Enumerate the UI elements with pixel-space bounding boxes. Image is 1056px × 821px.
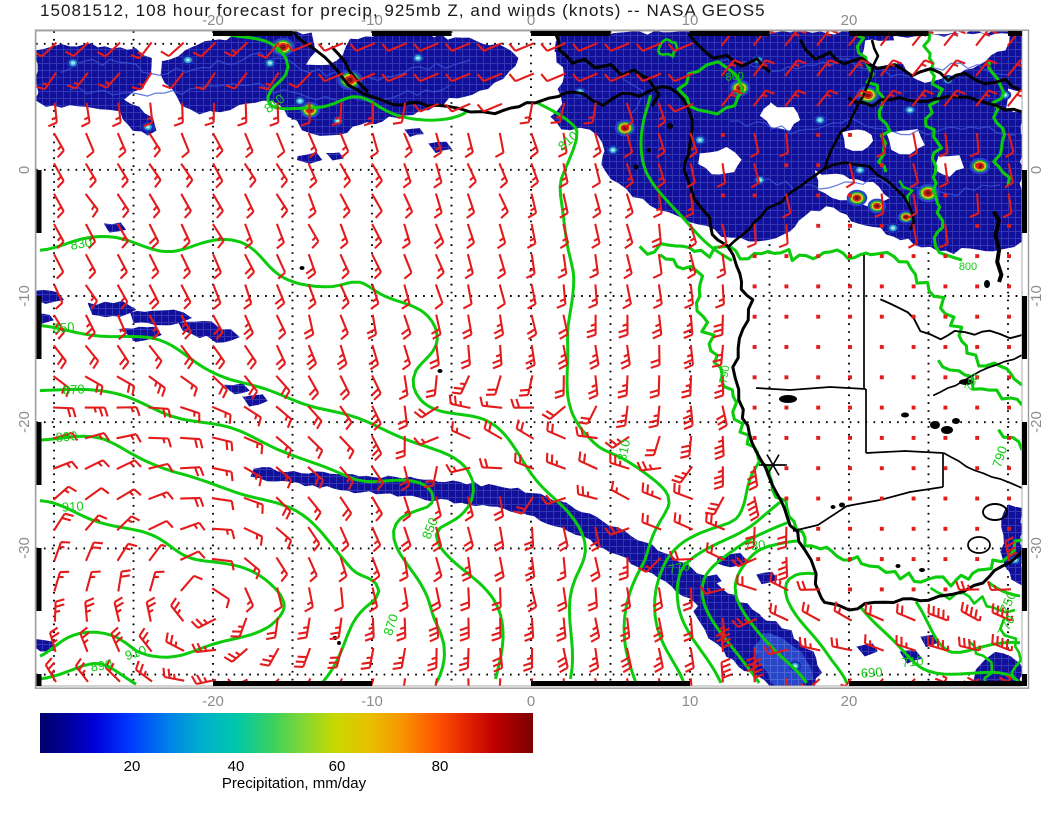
- svg-text:10: 10: [682, 693, 699, 710]
- svg-text:790: 790: [718, 364, 733, 384]
- svg-text:-10: -10: [361, 693, 383, 710]
- svg-text:890: 890: [90, 657, 114, 675]
- svg-text:0: 0: [16, 166, 33, 174]
- svg-text:730: 730: [743, 537, 766, 554]
- svg-text:-10: -10: [1028, 285, 1045, 307]
- svg-text:0: 0: [1028, 166, 1045, 174]
- svg-text:-30: -30: [16, 537, 33, 559]
- svg-text:690: 690: [860, 664, 883, 680]
- svg-text:910: 910: [62, 498, 84, 514]
- svg-text:-20: -20: [1028, 411, 1045, 433]
- svg-text:20: 20: [841, 12, 858, 29]
- svg-text:-30: -30: [1028, 537, 1045, 559]
- svg-text:770: 770: [667, 558, 691, 577]
- svg-text:-10: -10: [16, 285, 33, 307]
- svg-text:60: 60: [329, 758, 346, 775]
- svg-text:910: 910: [123, 642, 148, 663]
- svg-text:-20: -20: [16, 411, 33, 433]
- svg-text:860: 860: [725, 70, 744, 84]
- svg-text:870: 870: [380, 612, 401, 637]
- svg-text:800: 800: [959, 261, 977, 273]
- svg-text:0: 0: [527, 12, 535, 29]
- svg-text:890: 890: [55, 428, 78, 445]
- svg-text:80: 80: [432, 758, 449, 775]
- svg-text:870: 870: [63, 381, 85, 397]
- svg-text:20: 20: [841, 693, 858, 710]
- svg-text:20: 20: [124, 758, 141, 775]
- svg-text:790: 790: [989, 444, 1010, 469]
- svg-text:-20: -20: [202, 693, 224, 710]
- svg-text:0: 0: [527, 693, 535, 710]
- svg-text:-10: -10: [361, 12, 383, 29]
- svg-text:Precipitation, mm/day: Precipitation, mm/day: [222, 775, 367, 792]
- svg-text:15081512, 108 hour forecast fo: 15081512, 108 hour forecast for precip, …: [40, 1, 766, 20]
- svg-text:810: 810: [614, 438, 633, 462]
- svg-text:830: 830: [69, 234, 93, 253]
- svg-text:-20: -20: [202, 12, 224, 29]
- svg-text:40: 40: [228, 758, 245, 775]
- svg-text:850: 850: [52, 319, 75, 336]
- svg-text:10: 10: [682, 12, 699, 29]
- svg-text:710: 710: [901, 653, 924, 670]
